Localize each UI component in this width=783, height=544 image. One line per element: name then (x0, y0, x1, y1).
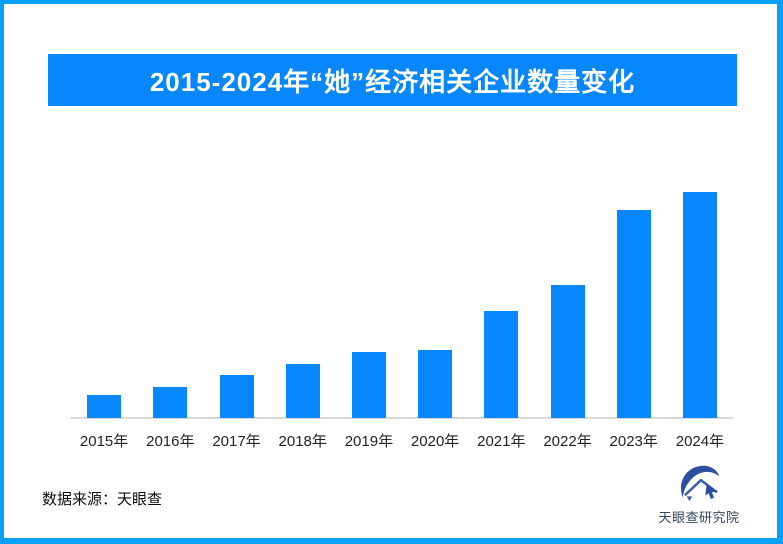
logo-text: 天眼查研究院 (658, 510, 740, 525)
bar-slot (534, 188, 600, 418)
x-axis-label: 2019年 (344, 433, 394, 450)
bar-slot (601, 188, 667, 418)
bar-2018年 (285, 364, 320, 418)
bar-2017年 (219, 375, 254, 418)
tianyancha-logo: 天眼查研究院 (650, 463, 748, 526)
x-axis-label: 2023年 (609, 433, 658, 450)
bar-slot (402, 188, 468, 418)
title-banner: 2015-2024年“她”经济相关企业数量变化 (48, 54, 737, 106)
x-axis-label: 2020年 (410, 433, 460, 450)
tianyancha-logo-icon (680, 465, 720, 502)
bar-slot (71, 188, 137, 418)
bar-slot (137, 188, 203, 418)
bar-slot (468, 188, 534, 418)
bar-2016年 (153, 387, 188, 418)
bar-2023年 (616, 210, 651, 418)
x-axis-label: 2016年 (146, 433, 195, 450)
x-axis-label: 2015年 (79, 433, 129, 450)
chart-title: 2015-2024年“她”经济相关企业数量变化 (149, 66, 636, 97)
x-axis-label: 2018年 (278, 433, 327, 450)
x-axis-label: 2022年 (543, 433, 592, 450)
bar-2024年 (682, 192, 717, 418)
bar-2021年 (484, 311, 519, 418)
bar-slot (336, 188, 402, 418)
bar-2022年 (550, 285, 585, 418)
x-axis-label: 2017年 (212, 433, 261, 450)
x-axis-line (71, 417, 733, 419)
data-source-label: 数据来源：天眼查 (42, 491, 163, 508)
bars-row (71, 188, 733, 418)
bar-2020年 (418, 350, 453, 418)
x-axis-label: 2021年 (477, 433, 526, 450)
bar-slot (270, 188, 336, 418)
bar-2019年 (351, 352, 386, 418)
bar-slot (203, 188, 269, 418)
bar-slot (667, 188, 733, 418)
x-axis-label: 2024年 (675, 433, 725, 450)
bar-2015年 (87, 395, 122, 418)
xlabels-row: 2015年 2016年 2017年 2018年 2019年 2020年 2021年 2022年… (71, 430, 733, 451)
